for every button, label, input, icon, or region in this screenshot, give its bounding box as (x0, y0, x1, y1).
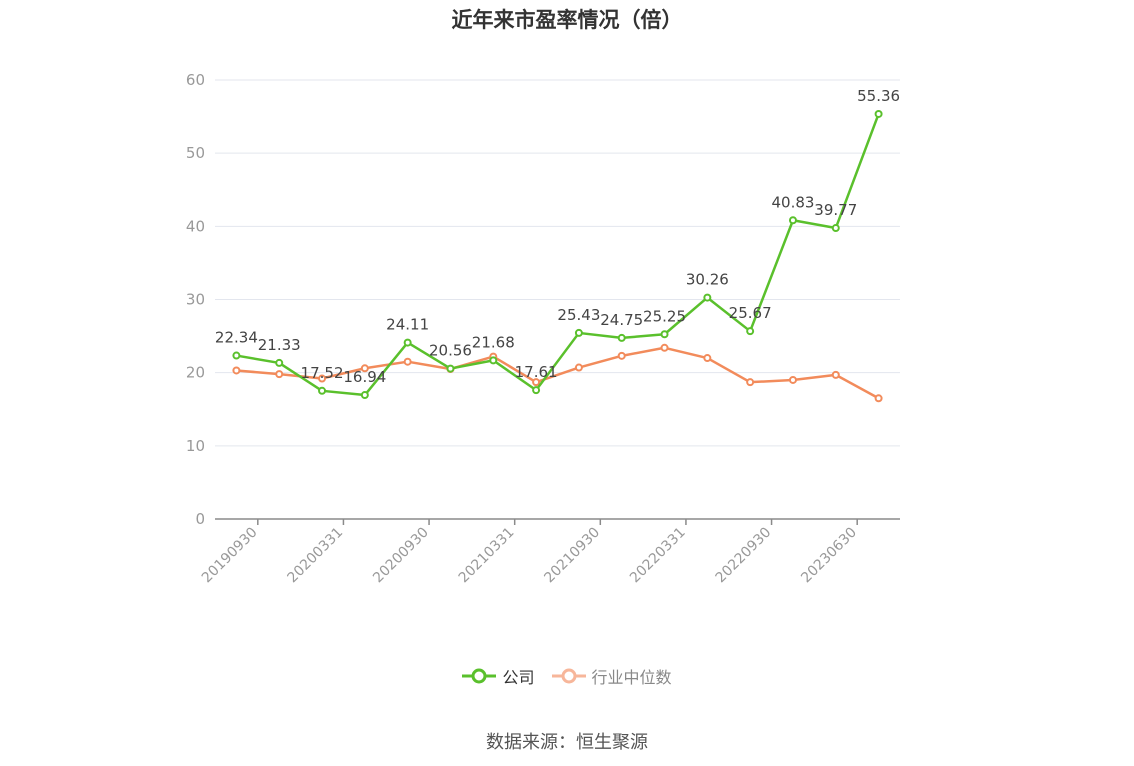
data-label: 25.43 (557, 306, 600, 324)
data-point-industry (746, 378, 755, 387)
data-point-company (403, 338, 412, 347)
legend-industry-label: 行业中位数 (591, 668, 672, 687)
data-point-industry (232, 366, 241, 375)
data-point-company (532, 386, 541, 395)
y-tick-label: 40 (186, 217, 205, 235)
data-label: 17.61 (515, 363, 558, 381)
x-tick-label: 20220331 (627, 525, 689, 587)
x-tick-label: 20230630 (798, 525, 860, 587)
data-point-company (446, 364, 455, 373)
data-label: 24.75 (600, 311, 643, 329)
series-line-industry (236, 346, 880, 400)
data-label: 55.36 (857, 87, 900, 105)
data-label: 17.52 (301, 364, 344, 382)
data-label: 25.25 (643, 307, 686, 325)
data-label: 22.34 (215, 329, 258, 347)
data-point-industry (703, 354, 712, 363)
data-point-industry (360, 364, 369, 373)
data-point-industry (788, 375, 797, 384)
line-chart: 0 10 20 30 40 50 60 20190930 20200331 20200930 202… (186, 71, 900, 586)
y-tick-label: 10 (186, 437, 205, 455)
data-point-company (831, 224, 840, 233)
data-point-industry (831, 370, 840, 379)
x-tick-label: 20200331 (285, 525, 347, 587)
legend-company-label: 公司 (502, 668, 535, 687)
x-tick-label: 20210331 (456, 525, 518, 587)
data-point-industry (874, 394, 883, 403)
data-point-company (360, 391, 369, 400)
y-tick-label: 60 (186, 71, 205, 89)
data-point-industry (660, 343, 669, 352)
source-note: 数据来源：恒生聚源 (486, 732, 648, 753)
data-point-industry (318, 374, 327, 383)
data-point-company (574, 328, 583, 337)
legend-item-company[interactable]: 公司 (462, 664, 534, 688)
x-tick-label: 20190930 (199, 525, 261, 587)
data-point-company (874, 109, 883, 118)
data-label: 24.11 (386, 316, 429, 334)
data-label: 21.68 (472, 333, 515, 351)
series-line-company (236, 113, 880, 397)
series-lines (232, 109, 883, 403)
data-point-company (232, 351, 241, 360)
data-point-company (703, 293, 712, 302)
data-point-industry (275, 370, 284, 379)
x-tick-label: 20210930 (541, 525, 603, 587)
data-label: 16.94 (343, 368, 386, 386)
data-label: 40.83 (771, 193, 814, 211)
data-point-company (275, 358, 284, 367)
data-point-company (746, 327, 755, 336)
grid-lines (215, 79, 900, 447)
data-label: 30.26 (686, 271, 729, 289)
legend: 公司 行业中位数 (0, 664, 1134, 688)
legend-item-industry[interactable]: 行业中位数 (551, 664, 672, 688)
data-label: 25.67 (729, 304, 772, 322)
y-tick-label: 0 (195, 510, 205, 528)
y-tick-label: 20 (186, 364, 205, 382)
data-point-industry (403, 357, 412, 366)
data-label: 21.33 (258, 336, 301, 354)
data-point-industry (574, 363, 583, 372)
y-tick-label: 50 (186, 144, 205, 162)
data-point-company (318, 386, 327, 395)
legend-industry-marker (551, 668, 586, 684)
data-point-industry (617, 351, 626, 360)
data-point-company (489, 356, 498, 365)
data-label: 20.56 (429, 342, 472, 360)
axes: 0 10 20 30 40 50 60 20190930 20200331 20200930 202… (186, 71, 900, 586)
data-point-company (617, 333, 626, 342)
data-label: 39.77 (814, 201, 857, 219)
data-point-company (660, 330, 669, 339)
data-point-company (788, 216, 797, 225)
chart-title: 近年来市盈率情况（倍） (451, 8, 683, 32)
x-tick-label: 20220930 (713, 525, 775, 587)
y-tick-label: 30 (186, 291, 205, 309)
x-tick-label: 20200930 (370, 525, 432, 587)
legend-company-marker (462, 668, 497, 684)
data-point-industry (532, 378, 541, 387)
